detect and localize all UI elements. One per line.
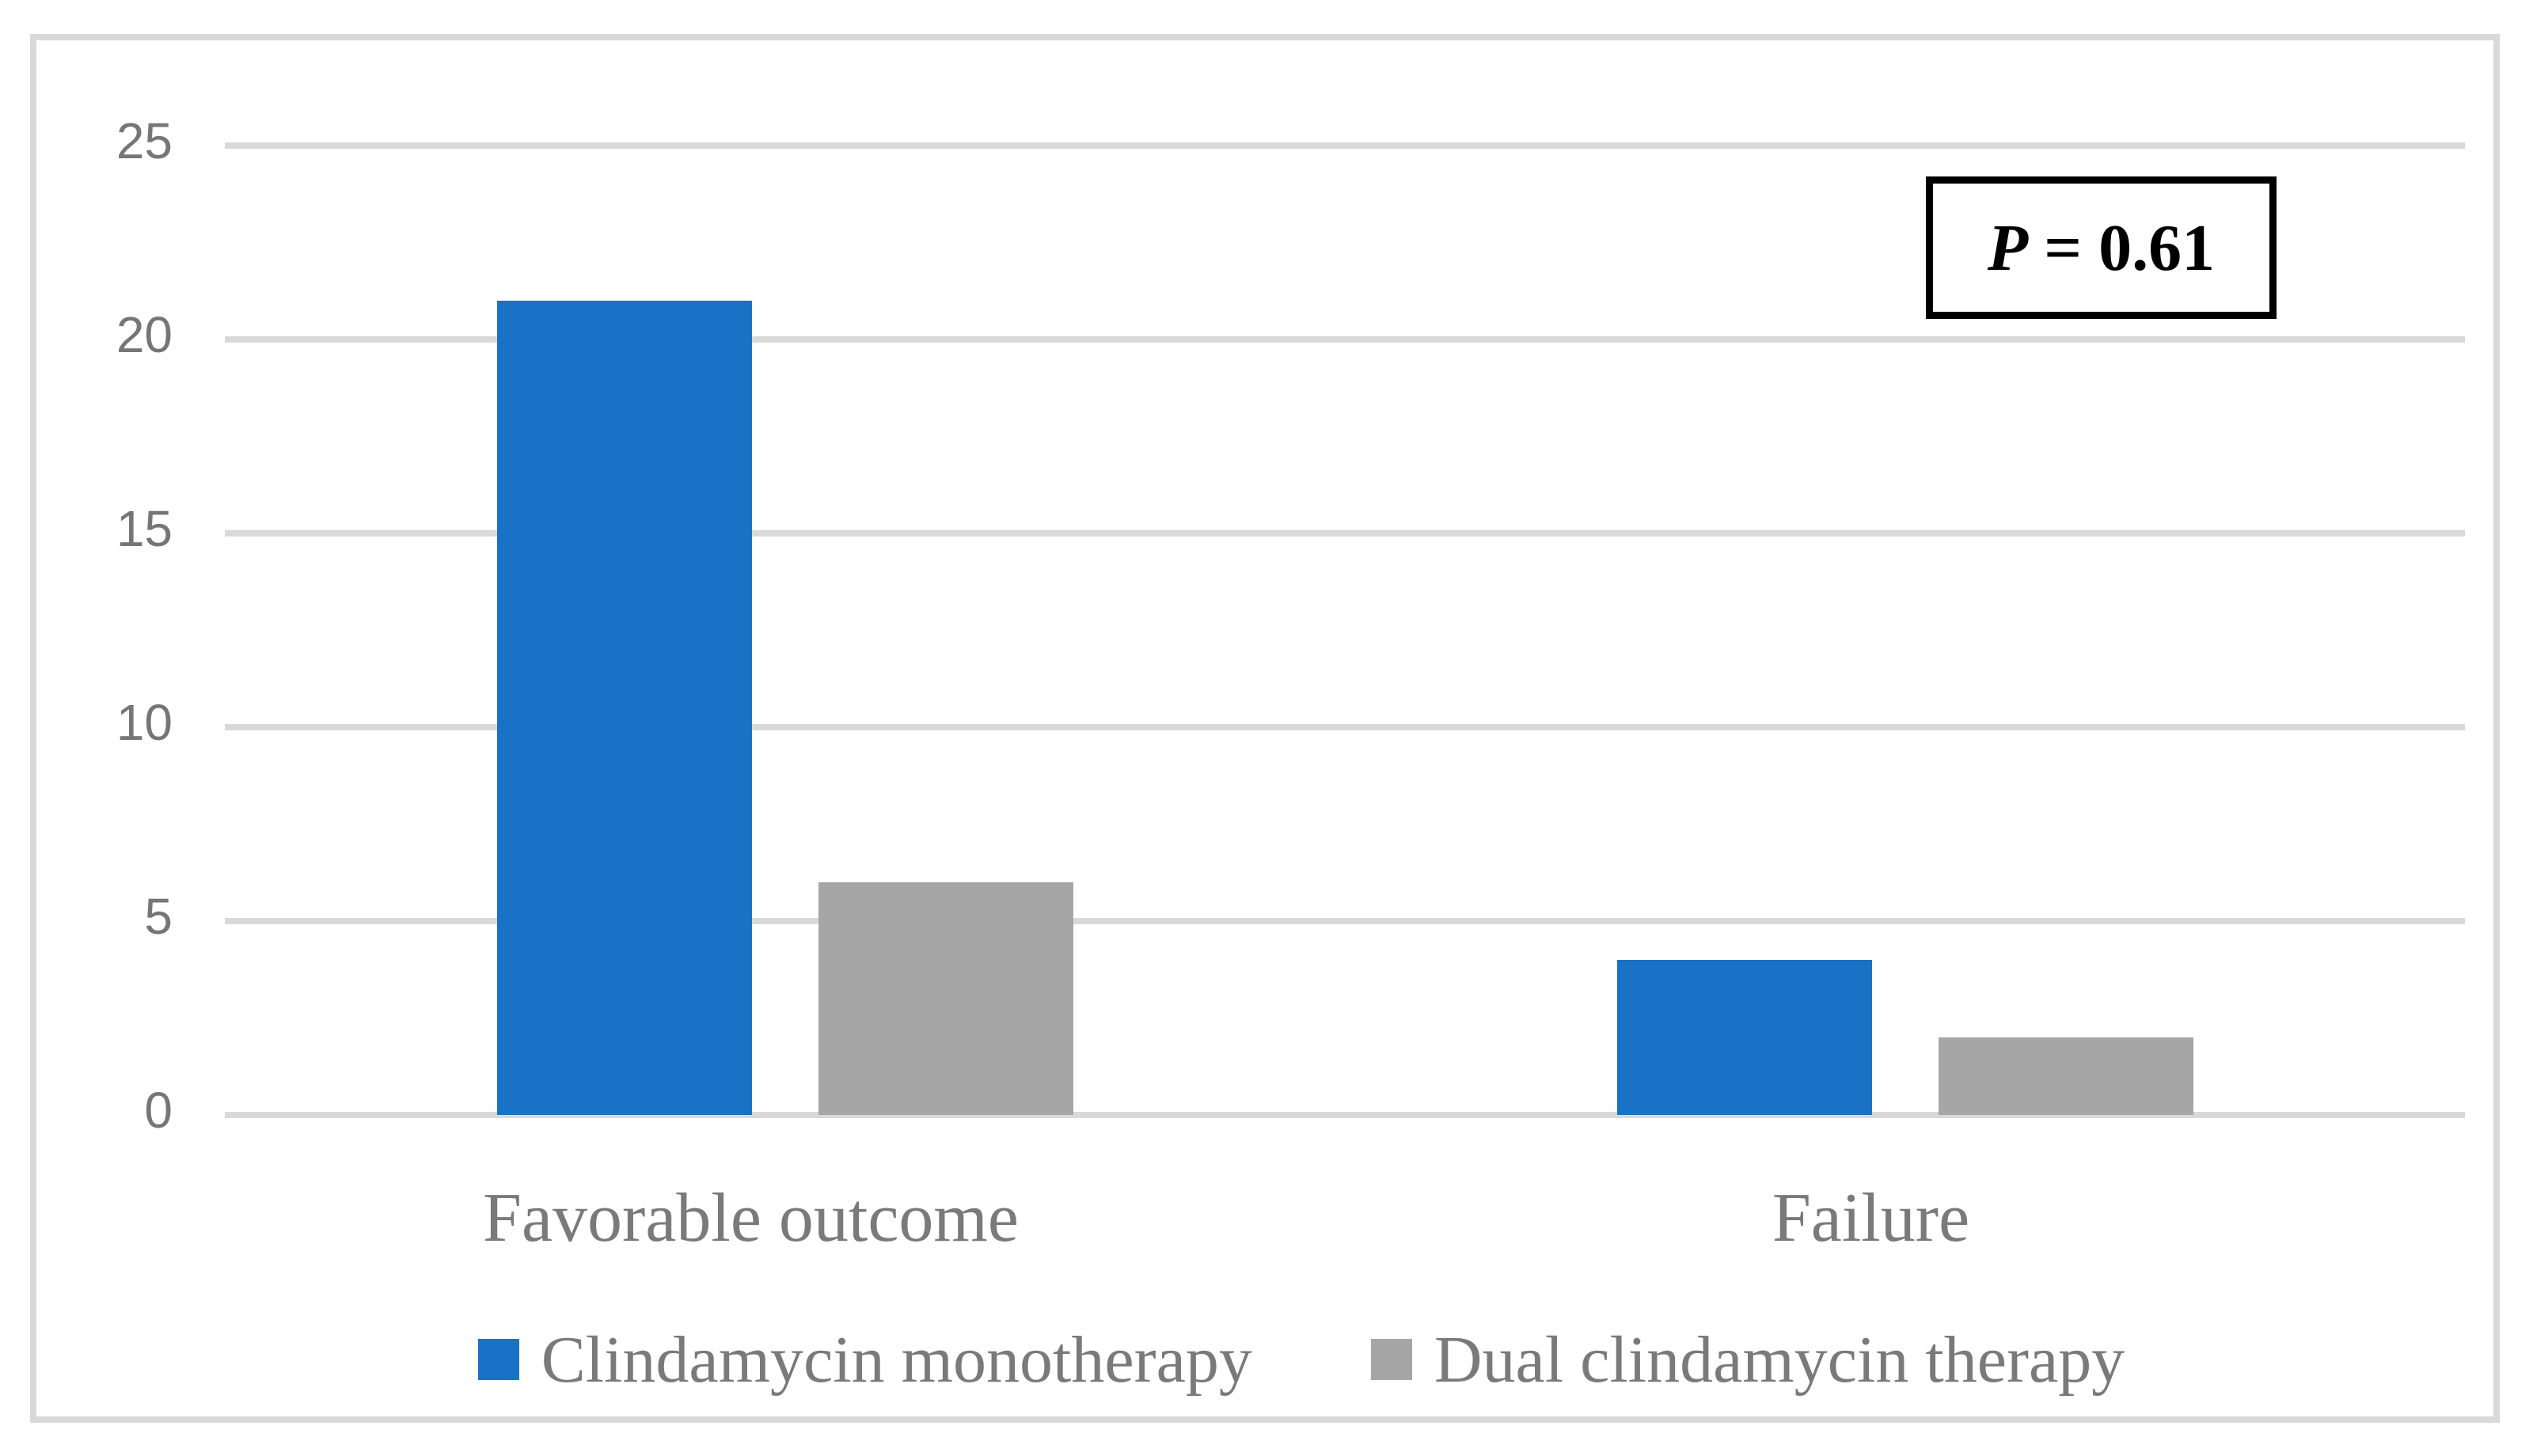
y-tick-label-15: 15 — [116, 500, 173, 557]
legend-swatch-icon — [1370, 1339, 1412, 1380]
bar-dual-clindamycin-therapy-failure — [1938, 1037, 2193, 1115]
gridline-10 — [225, 724, 2465, 730]
legend: Clindamycin monotherapy Dual clindamycin … — [66, 1316, 2533, 1403]
bar-dual-clindamycin-therapy-favorable-outcome — [818, 882, 1073, 1115]
gridline-20 — [225, 336, 2465, 343]
y-tick-label-25: 25 — [116, 112, 173, 169]
legend-label: Clindamycin monotherapy — [541, 1322, 1252, 1397]
bar-clindamycin-monotherapy-favorable-outcome — [496, 301, 752, 1115]
gridline-15 — [225, 530, 2465, 537]
legend-swatch-icon — [477, 1339, 519, 1380]
legend-item-clindamycin-monotherapy: Clindamycin monotherapy — [477, 1321, 1252, 1398]
plot-area — [225, 142, 2465, 1118]
chart-frame: 0 5 10 15 20 25 Favorable outcome Failure P = … — [30, 34, 2500, 1423]
p-value-text: = 0.61 — [2044, 210, 2216, 285]
y-tick-label-5: 5 — [144, 888, 173, 945]
category-label-favorable-outcome: Favorable outcome — [483, 1180, 1019, 1257]
y-tick-label-10: 10 — [116, 694, 173, 751]
legend-item-dual-clindamycin-therapy: Dual clindamycin therapy — [1370, 1321, 2125, 1398]
p-value-symbol: P — [1987, 210, 2029, 285]
bar-clindamycin-monotherapy-failure — [1616, 960, 1872, 1115]
p-value-box: P = 0.61 — [1926, 176, 2277, 319]
y-tick-label-20: 20 — [116, 306, 173, 363]
gridline-0 — [225, 1112, 2465, 1118]
legend-label: Dual clindamycin therapy — [1434, 1322, 2125, 1397]
y-tick-label-0: 0 — [144, 1082, 173, 1139]
category-label-failure: Failure — [1772, 1180, 1970, 1257]
gridline-5 — [225, 918, 2465, 924]
gridline-25 — [225, 142, 2465, 149]
